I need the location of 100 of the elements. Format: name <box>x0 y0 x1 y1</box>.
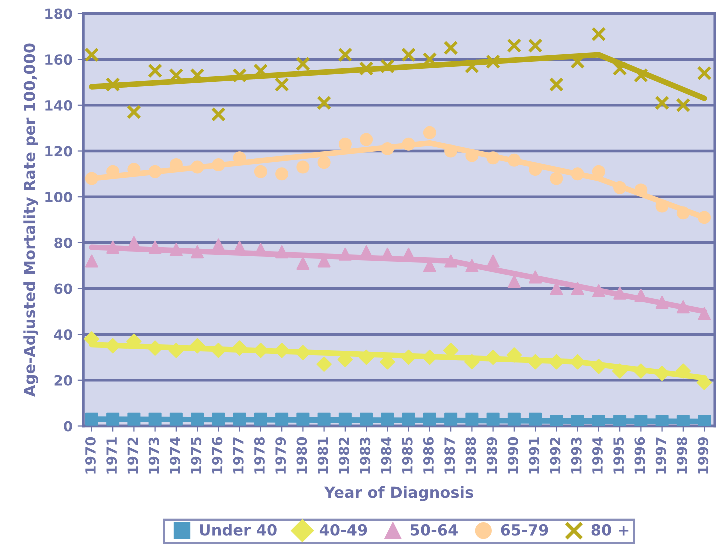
point <box>274 342 290 358</box>
point <box>212 412 226 426</box>
x-tick-label: 1974 <box>170 437 180 474</box>
point <box>486 350 501 366</box>
point <box>232 68 248 83</box>
point <box>402 138 416 151</box>
x-tick-label: 1978 <box>254 438 265 474</box>
point <box>592 284 606 298</box>
point <box>212 238 226 252</box>
point <box>402 412 416 426</box>
point <box>296 160 310 174</box>
point <box>612 364 628 379</box>
point <box>128 412 141 426</box>
point <box>85 172 98 186</box>
point <box>338 48 353 62</box>
x-tick-label: 1997 <box>656 438 666 474</box>
point <box>148 165 162 178</box>
point <box>528 38 543 54</box>
point <box>296 345 311 361</box>
legend-label: 40-49 <box>320 524 368 536</box>
x-tick-label: 1973 <box>148 438 160 474</box>
point <box>318 412 331 426</box>
x-tick-label: 1999 <box>698 438 709 474</box>
y-tick-label: 0 <box>64 421 72 432</box>
point <box>359 61 374 76</box>
point <box>444 254 458 268</box>
x-tick-label: 1977 <box>233 438 244 474</box>
point <box>634 364 649 379</box>
point <box>274 77 290 92</box>
point <box>316 96 332 110</box>
point <box>612 61 628 76</box>
legend-label: 65-79 <box>501 524 548 536</box>
x-tick-label: 1984 <box>381 437 392 474</box>
point <box>634 415 648 426</box>
y-tick-label: 160 <box>46 54 72 66</box>
point <box>466 149 479 162</box>
point <box>592 165 606 178</box>
point <box>444 144 458 158</box>
point <box>507 38 522 54</box>
x-tick-label: 1980 <box>296 437 308 474</box>
point <box>106 240 120 254</box>
point <box>422 350 438 366</box>
point <box>634 184 648 197</box>
point <box>380 59 396 74</box>
point <box>571 168 584 181</box>
x-tick-label: 1983 <box>360 438 371 474</box>
point <box>697 66 712 81</box>
point <box>634 68 649 83</box>
x-tick-label: 1993 <box>571 438 582 474</box>
x-tick-label: 1981 <box>318 438 328 474</box>
point <box>444 412 458 426</box>
x-tick-label: 1989 <box>486 438 498 474</box>
point <box>528 354 544 370</box>
point <box>698 415 712 426</box>
point <box>656 296 669 310</box>
y-tick-label: 60 <box>54 284 72 294</box>
point <box>654 96 670 110</box>
x-tick-label: 1986 <box>423 437 434 474</box>
point <box>423 412 436 426</box>
point <box>106 412 120 426</box>
point <box>360 133 374 146</box>
x-tick-label: 1975 <box>191 438 202 474</box>
point <box>676 364 692 379</box>
point <box>148 412 162 426</box>
y-axis-title: Age-Adjusted Mortality Rate per 100,000 <box>24 44 39 397</box>
point <box>276 246 289 259</box>
point <box>508 275 521 288</box>
point <box>656 415 669 426</box>
point <box>401 48 416 62</box>
point <box>464 59 480 74</box>
point <box>696 375 712 390</box>
x-tick-label: 1995 <box>614 438 624 474</box>
point <box>506 348 522 363</box>
point <box>254 412 268 426</box>
y-tick-label: 40 <box>54 330 72 340</box>
point <box>381 142 394 156</box>
x-tick-label: 1992 <box>550 438 561 474</box>
point <box>570 354 586 370</box>
point <box>614 181 627 194</box>
point <box>126 104 142 120</box>
point <box>170 243 183 256</box>
point <box>211 107 226 122</box>
point <box>358 350 374 366</box>
point <box>212 158 226 172</box>
x-tick-label: 1988 <box>466 438 476 474</box>
y-tick-label: 80 <box>54 238 72 248</box>
point <box>84 48 100 62</box>
point <box>698 307 712 320</box>
point <box>296 412 310 426</box>
point <box>571 282 584 296</box>
point <box>85 412 98 426</box>
point <box>676 415 690 426</box>
point <box>148 240 162 254</box>
point <box>486 54 501 70</box>
y-tick-label: 20 <box>54 375 72 386</box>
point <box>170 412 183 426</box>
point <box>549 77 564 92</box>
point <box>550 172 564 186</box>
y-tick-label: 120 <box>46 146 72 157</box>
legend-label: Under 40 <box>200 524 277 536</box>
